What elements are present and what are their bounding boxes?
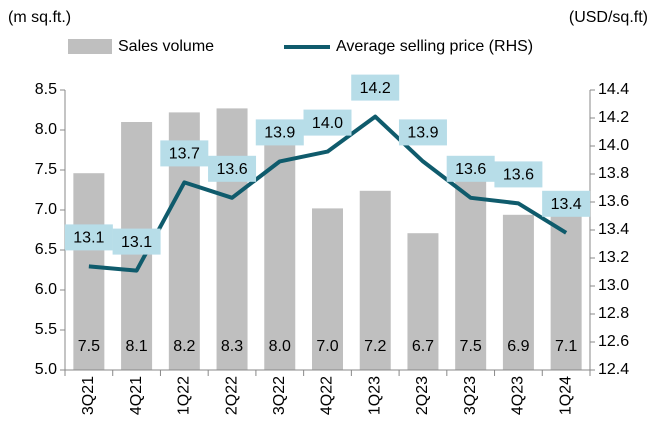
y-tick-label: 6.5 [35, 241, 57, 258]
y-tick-label: 8.0 [35, 121, 57, 138]
x-tick-label: 2Q22 [223, 376, 240, 415]
y-tick-label: 6.0 [35, 281, 57, 298]
y2-axis-label: (USD/sq.ft) [569, 9, 648, 26]
legend-swatch [68, 39, 112, 54]
bar [502, 214, 534, 370]
bar-value-label: 6.7 [412, 338, 434, 355]
data-label-box [112, 228, 161, 255]
y2-tick-label: 13.2 [598, 249, 629, 266]
y2-tick-label: 14.0 [598, 137, 629, 154]
bar-value-label: 7.1 [555, 338, 577, 355]
data-label-box [494, 161, 543, 188]
x-tick-label: 3Q21 [80, 376, 97, 415]
x-tick-label: 4Q23 [510, 376, 527, 415]
bar-value-label: 7.5 [460, 338, 482, 355]
y2-tick-label: 14.2 [598, 109, 629, 126]
bar-value-label: 8.1 [125, 338, 147, 355]
bar-value-label: 7.0 [316, 338, 338, 355]
data-label-box [160, 140, 209, 167]
y2-tick-label: 13.8 [598, 165, 629, 182]
y-tick-label: 7.5 [35, 161, 57, 178]
line-value-label: 13.1 [121, 234, 152, 251]
line-value-label: 13.6 [455, 161, 486, 178]
y-axis-label: (m sq.ft.) [8, 9, 71, 26]
x-tick-label: 1Q22 [176, 376, 193, 415]
y2-tick-label: 13.0 [598, 277, 629, 294]
y2-tick-label: 12.4 [598, 361, 629, 378]
data-label-box [303, 109, 352, 136]
legend-label: Average selling price (RHS) [336, 38, 533, 55]
legend-label: Sales volume [118, 38, 214, 55]
y2-tick-label: 14.4 [598, 81, 629, 98]
y-tick-label: 8.5 [35, 81, 57, 98]
bar-value-label: 8.0 [269, 338, 291, 355]
data-label-box [64, 224, 113, 251]
bar-value-label: 8.3 [221, 338, 243, 355]
bar-value-label: 6.9 [507, 338, 529, 355]
y2-tick-label: 13.4 [598, 221, 629, 238]
y-tick-label: 7.0 [35, 201, 57, 218]
x-tick-label: 4Q21 [128, 376, 145, 415]
line [88, 114, 568, 273]
data-label-box [351, 74, 400, 101]
bar-value-label: 8.2 [173, 338, 195, 355]
data-label-box [446, 155, 495, 182]
bar [73, 173, 105, 370]
x-tick-label: 4Q22 [319, 376, 336, 415]
line-value-label: 13.9 [264, 125, 295, 142]
line-value-label: 13.7 [169, 146, 200, 163]
x-tick-label: 3Q23 [462, 376, 479, 415]
x-tick-label: 1Q24 [557, 376, 574, 415]
bar [407, 233, 439, 370]
bar-value-label: 7.5 [78, 338, 100, 355]
bar [455, 170, 487, 370]
x-tick-label: 2Q23 [414, 376, 431, 415]
y2-tick-label: 12.8 [598, 305, 629, 322]
data-label-box [542, 190, 591, 217]
data-label-box [208, 155, 257, 182]
x-tick-label: 1Q23 [366, 376, 383, 415]
line-value-label: 13.6 [216, 161, 247, 178]
bar-value-label: 7.2 [364, 338, 386, 355]
line-value-label: 13.4 [551, 196, 582, 213]
line-value-label: 13.1 [73, 230, 104, 247]
bar [312, 208, 343, 370]
line-value-label: 13.6 [503, 167, 534, 184]
bar [359, 190, 391, 370]
line-value-label: 14.0 [312, 115, 343, 132]
data-label-box [398, 119, 447, 146]
x-tick-label: 3Q22 [271, 376, 288, 415]
data-label-box [255, 119, 304, 146]
y-tick-label: 5.5 [35, 321, 57, 338]
line-value-label: 14.2 [360, 80, 391, 97]
y2-tick-label: 12.6 [598, 333, 629, 350]
bar [216, 108, 248, 371]
line-value-label: 13.9 [407, 125, 438, 142]
y-tick-label: 5.0 [35, 361, 57, 378]
y2-tick-label: 13.6 [598, 193, 629, 210]
